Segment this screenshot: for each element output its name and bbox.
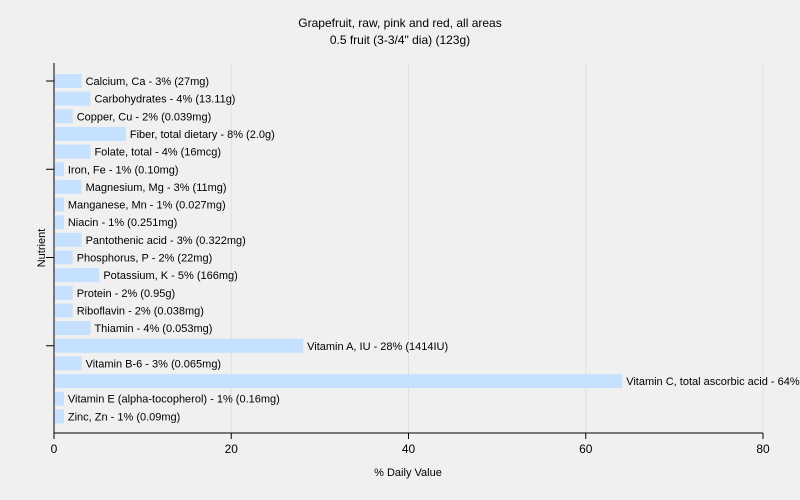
bar: [55, 179, 82, 194]
bar-label: Folate, total - 4% (16mcg): [94, 147, 221, 159]
bar-label: Vitamin B-6 - 3% (0.065mg): [86, 358, 222, 370]
bar-label: Fiber, total dietary - 8% (2.0g): [130, 129, 275, 141]
bars: Calcium, Ca - 3% (27mg) Carbohydrates - 4…: [55, 74, 800, 424]
bar: [55, 321, 91, 336]
bar: [55, 144, 91, 159]
x-tick-label: 40: [402, 442, 416, 456]
bar: [55, 109, 73, 124]
bar: [55, 232, 82, 247]
bar-label: Magnesium, Mg - 3% (11mg): [86, 182, 227, 194]
bar: [55, 356, 82, 371]
bar-label: Riboflavin - 2% (0.038mg): [77, 305, 204, 317]
x-tick-label: 60: [579, 442, 593, 456]
bar-label: Protein - 2% (0.95g): [77, 288, 175, 300]
x-tick-label: 0: [51, 442, 58, 456]
bar: [55, 303, 73, 318]
bar: [55, 126, 126, 141]
bar: [55, 268, 100, 283]
chart-title: Grapefruit, raw, pink and red, all areas: [298, 16, 501, 30]
bar-label: Manganese, Mn - 1% (0.027mg): [68, 200, 226, 212]
axes: 0 20 40 60 80: [46, 63, 770, 456]
bar: [55, 409, 64, 424]
x-tick-label: 80: [756, 442, 770, 456]
bar-label: Thiamin - 4% (0.053mg): [94, 323, 212, 335]
x-tick-label: 20: [225, 442, 239, 456]
bar: [55, 91, 91, 106]
bar-label: Niacin - 1% (0.251mg): [68, 217, 177, 229]
bar-label: Vitamin A, IU - 28% (1414IU): [307, 341, 448, 353]
x-axis-title: % Daily Value: [374, 467, 442, 479]
bar-label: Calcium, Ca - 3% (27mg): [86, 76, 209, 88]
chart-subtitle: 0.5 fruit (3-3/4" dia) (123g): [330, 33, 470, 47]
y-axis-title: Nutrient: [36, 229, 48, 268]
bar: [55, 338, 304, 353]
bar-label: Phosphorus, P - 2% (22mg): [77, 253, 213, 265]
bar-label: Copper, Cu - 2% (0.039mg): [77, 111, 212, 123]
bar: [55, 215, 64, 230]
bar: [55, 374, 623, 389]
bar: [55, 197, 64, 212]
bar-label: Pantothenic acid - 3% (0.322mg): [86, 235, 246, 247]
bar: [55, 162, 64, 177]
bar-label: Carbohydrates - 4% (13.11g): [94, 94, 235, 106]
bar-label: Vitamin C, total ascorbic acid - 64% (38…: [626, 376, 800, 388]
bar: [55, 250, 73, 265]
bar-label: Zinc, Zn - 1% (0.09mg): [68, 411, 180, 423]
grid-lines: [230, 63, 764, 433]
bar-label: Potassium, K - 5% (166mg): [103, 270, 238, 282]
bar-label: Vitamin E (alpha-tocopherol) - 1% (0.16m…: [68, 394, 280, 406]
bar: [55, 285, 73, 300]
bar: [55, 391, 64, 406]
bar-label: Iron, Fe - 1% (0.10mg): [68, 164, 179, 176]
bar: [55, 74, 82, 88]
